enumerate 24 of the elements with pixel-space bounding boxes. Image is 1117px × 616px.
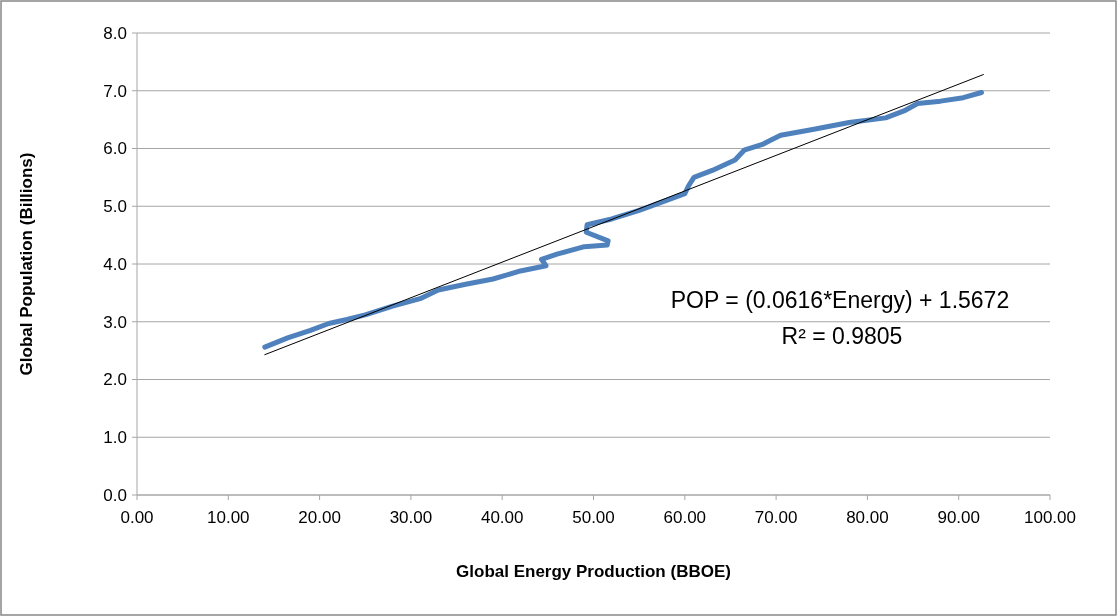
y-axis-title: Global Population (Billions) (17, 152, 36, 376)
y-tick-label: 8.0 (103, 23, 127, 43)
annotation: R² = 0.9805 (781, 323, 903, 349)
y-tick-label: 4.0 (103, 254, 127, 274)
y-tick-label: 0.0 (103, 485, 127, 505)
annotation: POP = (0.0616*Energy) + 1.5672 (670, 287, 1010, 313)
x-tick-label: 10.00 (207, 508, 250, 527)
x-tick-label: 0.00 (120, 508, 154, 527)
x-tick-label: 70.00 (754, 508, 798, 527)
y-tick-label: 7.0 (103, 81, 127, 101)
x-axis-title: Global Energy Production (BBOE) (456, 562, 731, 581)
y-tick-label: 3.0 (103, 312, 127, 332)
x-tick-label: 80.00 (846, 508, 889, 527)
y-tick-label: 1.0 (103, 428, 127, 448)
x-tick-label: 60.00 (663, 508, 707, 527)
x-tick-label: 20.00 (298, 508, 341, 527)
x-tick-label: 50.00 (572, 508, 615, 527)
y-tick-label: 2.0 (103, 370, 127, 390)
x-tick-label: 40.00 (480, 508, 524, 527)
x-tick-label: 30.00 (389, 508, 433, 527)
y-tick-label: 5.0 (103, 197, 127, 217)
y-tick-label: 6.0 (103, 139, 127, 159)
x-tick-label: 90.00 (937, 508, 980, 527)
x-tick-label: 100.00 (1024, 508, 1076, 527)
